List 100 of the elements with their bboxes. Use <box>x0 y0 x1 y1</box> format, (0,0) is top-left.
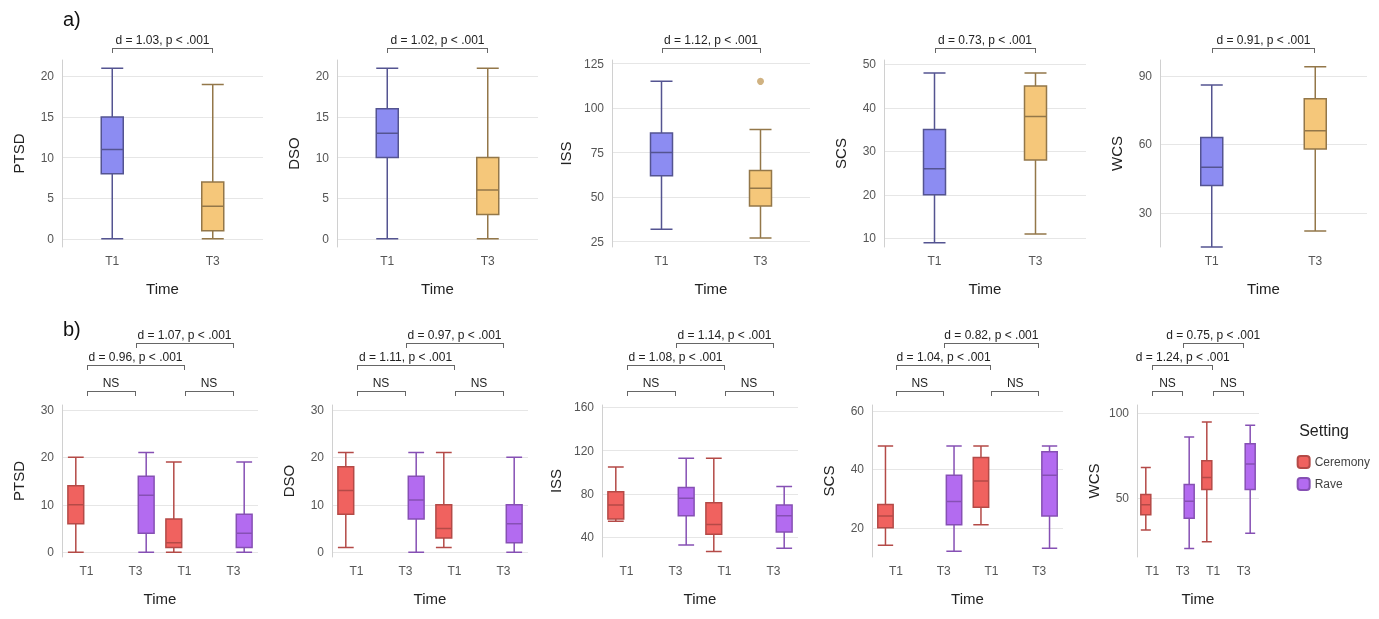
x-tick-label: T3 <box>936 564 951 578</box>
y-tick-label: 100 <box>1108 406 1130 421</box>
y-tick-label: 5 <box>47 191 55 206</box>
x-axis-title: Time <box>968 280 1002 297</box>
y-tick-label: 75 <box>590 145 605 160</box>
x-axis-title: Time <box>146 280 179 297</box>
y-tick-label: 40 <box>850 462 865 477</box>
x-axis-title: Time <box>694 280 728 297</box>
x-axis-title: Time <box>421 280 454 297</box>
x-tick-label: T3 <box>480 254 496 268</box>
y-axis-title: SCS <box>832 138 849 169</box>
text: d = 0.97, p < .001 <box>407 328 502 342</box>
y-tick-label: 20 <box>310 450 325 465</box>
y-tick-label: 20 <box>315 69 330 84</box>
x-tick-label: T1 <box>105 254 120 268</box>
text: NS <box>1006 376 1024 390</box>
text: d = 0.96, p < .001 <box>88 350 183 364</box>
y-tick-label: 40 <box>580 530 595 545</box>
text: d = 1.03, p < .001 <box>115 33 210 47</box>
y-tick-label: 0 <box>317 545 325 560</box>
y-tick-label: 15 <box>315 109 330 124</box>
y-tick-label: 0 <box>47 231 55 246</box>
x-tick-label: T3 <box>1236 564 1252 578</box>
text: NS <box>740 376 758 390</box>
x-tick-label: T3 <box>766 564 781 578</box>
x-tick-label: T3 <box>205 254 221 268</box>
x-tick-label: T1 <box>79 564 94 578</box>
y-axis-title: ISS <box>557 141 575 166</box>
x-tick-label: T1 <box>927 254 942 268</box>
y-axis-title: DSO <box>285 137 302 170</box>
x-tick-label: T3 <box>226 564 241 578</box>
x-tick-label: T1 <box>654 254 669 268</box>
y-tick-label: 10 <box>40 150 55 165</box>
x-tick-label: T1 <box>349 564 364 578</box>
y-tick-label: 20 <box>40 450 55 465</box>
chart-title: a) <box>63 8 81 30</box>
x-tick-label: T1 <box>447 564 462 578</box>
text: NS <box>102 376 120 390</box>
legend-label: Ceremony <box>1314 455 1371 469</box>
text: d = 0.73, p < .001 <box>937 33 1033 47</box>
x-tick-label: T3 <box>1032 564 1047 578</box>
y-tick-label: 10 <box>40 497 55 512</box>
text: d = 0.91, p < .001 <box>1216 33 1311 47</box>
x-axis-title: Time <box>1181 590 1215 607</box>
text: NS <box>1159 376 1176 390</box>
x-axis-title: Time <box>413 590 447 607</box>
x-tick-label: T3 <box>753 254 768 268</box>
y-tick-label: 20 <box>862 187 877 202</box>
x-tick-label: T3 <box>128 564 143 578</box>
x-axis-title: Time <box>951 590 984 607</box>
x-tick-label: T1 <box>619 564 634 578</box>
y-tick-label: 20 <box>850 520 865 535</box>
x-tick-label: T1 <box>1145 564 1160 578</box>
text: d = 0.82, p < .001 <box>944 328 1039 342</box>
x-tick-label: T3 <box>496 564 511 578</box>
x-axis-title: Time <box>1247 280 1280 297</box>
text: d = 1.07, p < .001 <box>137 328 232 342</box>
y-tick-label: 40 <box>862 100 877 115</box>
x-tick-label: T3 <box>1175 564 1191 578</box>
y-tick-label: 10 <box>310 497 325 512</box>
y-tick-label: 10 <box>315 150 330 165</box>
x-axis-title: Time <box>683 590 717 607</box>
text: d = 1.12, p < .001 <box>663 33 759 47</box>
y-axis-title: WCS <box>1085 463 1102 499</box>
y-tick-label: 25 <box>590 234 605 249</box>
text: NS <box>470 376 488 390</box>
legend-title: Setting <box>1299 421 1349 439</box>
text: d = 1.08, p < .001 <box>628 350 723 364</box>
y-tick-label: 0 <box>322 231 330 246</box>
text: NS <box>911 376 929 390</box>
y-tick-label: 50 <box>1115 490 1130 505</box>
y-tick-label: 0 <box>47 545 55 560</box>
text: d = 0.75, p < .001 <box>1166 328 1261 342</box>
y-tick-label: 120 <box>573 443 595 458</box>
y-tick-label: 10 <box>862 231 877 246</box>
y-tick-label: 50 <box>862 57 877 72</box>
y-tick-label: 30 <box>40 402 55 417</box>
y-axis-title: PTSD <box>10 133 27 174</box>
text: NS <box>200 376 218 390</box>
x-tick-label: T3 <box>1308 254 1323 268</box>
y-tick-label: 5 <box>322 191 330 206</box>
y-axis-title: SCS <box>820 465 837 497</box>
y-axis-title: ISS <box>547 468 565 494</box>
y-tick-label: 20 <box>40 69 55 84</box>
x-tick-label: T1 <box>1206 564 1221 578</box>
y-axis-title: PTSD <box>10 460 27 502</box>
text: d = 1.11, p < .001 <box>358 350 453 364</box>
x-tick-label: T1 <box>717 564 732 578</box>
text: d = 1.04, p < .001 <box>896 350 991 364</box>
y-tick-label: 125 <box>583 56 605 71</box>
y-tick-label: 80 <box>580 487 595 502</box>
x-tick-label: T1 <box>888 564 904 578</box>
text: NS <box>642 376 660 390</box>
x-tick-label: T3 <box>398 564 413 578</box>
x-tick-label: T3 <box>1028 254 1043 268</box>
y-tick-label: 60 <box>850 403 865 418</box>
y-axis-title: WCS <box>1108 136 1125 171</box>
x-tick-label: T1 <box>984 564 999 578</box>
y-tick-label: 30 <box>310 402 325 417</box>
x-tick-label: T1 <box>380 254 395 268</box>
